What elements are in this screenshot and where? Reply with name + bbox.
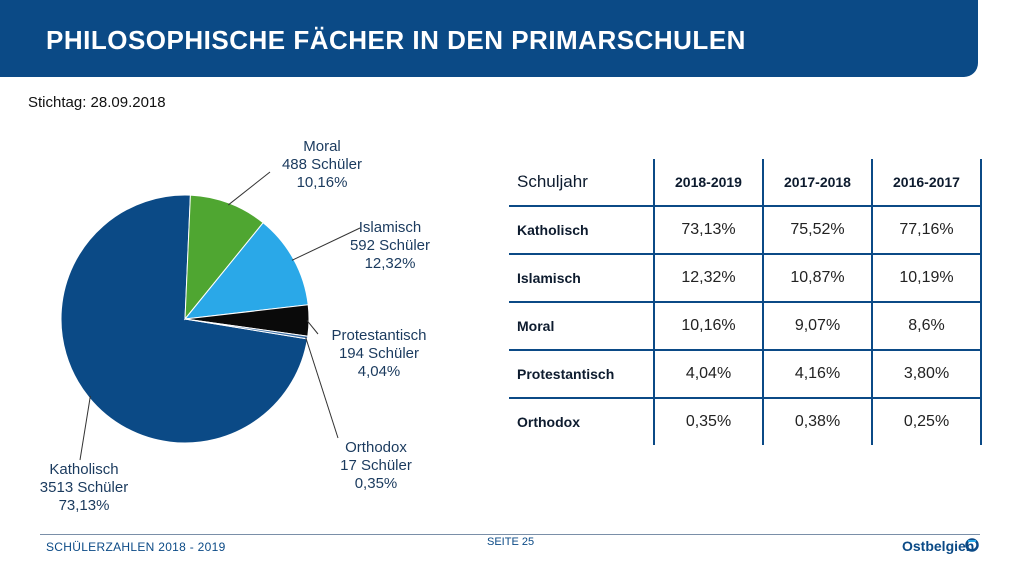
table-cell: 75,52% [762,206,872,255]
table-row: Katholisch 73,13% 75,52% 77,16% [509,206,982,255]
pie-label-orthodox: Orthodox 17 Schüler 0,35% [340,439,412,493]
pie-label-name: Orthodox [345,439,407,456]
table-row: Moral 10,16% 9,07% 8,6% [509,302,982,351]
table-header-row: Schuljahr 2018-2019 2017-2018 2016-2017 [509,159,982,207]
page-title: PHILOSOPHISCHE FÄCHER IN DEN PRIMARSCHUL… [46,25,746,55]
leader-line [227,171,271,206]
table-cell: 0,25% [871,398,982,445]
pie-label-islamisch: Islamisch 592 Schüler 12,32% [350,219,430,273]
footer-caption: SCHÜLERZAHLEN 2018 - 2019 [46,540,226,554]
table-cell: 10,19% [871,254,982,303]
pie-slice-orthodox [184,318,309,340]
table-cell: 77,16% [871,206,982,255]
leader-line [79,395,91,461]
table-row-label: Orthodox [517,414,580,430]
logo-icon [965,538,979,552]
table-cell: 0,35% [653,398,763,445]
table-cell: 10,87% [762,254,872,303]
table-year-header: 2016-2017 [871,159,982,207]
table-cell: 73,13% [653,206,763,255]
pie-label-percent-label: 10,16% [296,174,348,191]
pie-label-name: Katholisch [49,461,119,478]
brand-logo: Ostbelgien [902,538,975,554]
table-cell: 9,07% [762,302,872,351]
table-row-label: Islamisch [509,254,654,303]
pie-label-percent-label: 0,35% [354,475,398,492]
table-cell: 12,32% [653,254,763,303]
table-row-label: Protestantisch [509,350,654,399]
pie-label-katholisch: Katholisch 3513 Schüler 73,13% [40,461,128,515]
table-header-label: Schuljahr [509,159,654,207]
pie-label-protestantisch: Protestantisch 194 Schüler 4,04% [331,327,426,381]
pie-label-students: 488 Schüler [281,156,363,173]
page-number: SEITE 25 [487,536,535,548]
table-row: Islamisch 12,32% 10,87% 10,19% [509,254,982,303]
pie-slice-moral [184,194,264,321]
table-row-label: Katholisch [509,206,654,255]
table-cell: 3,80% [871,350,982,399]
reference-date: Stichtag: 28.09.2018 [28,94,166,111]
table-year-header: 2018-2019 [653,159,763,207]
header-bar: PHILOSOPHISCHE FÄCHER IN DEN PRIMARSCHUL… [0,0,978,77]
leader-line [291,227,361,261]
pie-label-percent-label: 12,32% [364,255,416,272]
pie-label-name: Islamisch [358,219,422,236]
pie-label-name: Moral [303,138,341,155]
table-cell: 8,6% [871,302,982,351]
table-cell: 4,04% [653,350,763,399]
table-cell: 10,16% [653,302,763,351]
leader-line [305,337,339,439]
pie-label-name: Protestantisch [331,327,427,344]
leader-line [306,320,319,335]
table-year-header: 2017-2018 [762,159,872,207]
pie-slice-katholisch [60,194,308,444]
pie-label-students: 194 Schüler [338,345,420,362]
table-row: Protestantisch 4,04% 4,16% 3,80% [509,350,982,399]
percentage-table: Schuljahr 2018-2019 2017-2018 2016-2017 … [509,159,982,445]
pie-label-students: 3513 Schüler [39,479,129,496]
pie-label-moral: Moral 488 Schüler 10,16% [282,138,362,192]
table-row: Orthodox 0,35% 0,38% 0,25% [509,398,982,445]
pie-label-students: 592 Schüler [349,237,431,254]
table-cell: 0,38% [762,398,872,445]
pie-label-percent-label: 4,04% [357,363,401,380]
footer-divider [40,534,980,535]
pie-label-students: 17 Schüler [340,457,412,474]
pie-label-percent-label: 73,13% [58,497,110,514]
pie-chart [60,171,361,461]
table-row-label: Moral [509,302,654,351]
table-cell: 4,16% [762,350,872,399]
